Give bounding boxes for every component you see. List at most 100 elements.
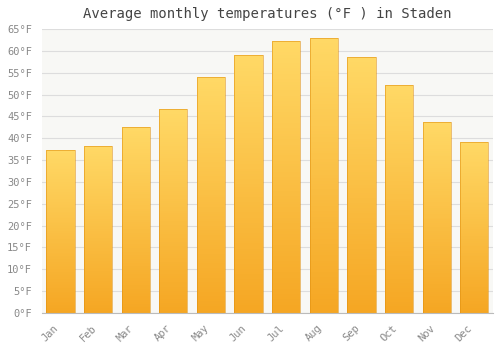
- Bar: [385, 165, 413, 167]
- Bar: [84, 193, 112, 194]
- Bar: [310, 288, 338, 291]
- Bar: [122, 131, 150, 133]
- Bar: [234, 305, 262, 308]
- Bar: [234, 61, 262, 63]
- Bar: [197, 139, 225, 141]
- Bar: [234, 107, 262, 110]
- Bar: [348, 300, 376, 303]
- Bar: [197, 160, 225, 162]
- Bar: [385, 105, 413, 108]
- Bar: [310, 159, 338, 162]
- Bar: [122, 177, 150, 179]
- Bar: [422, 176, 450, 177]
- Bar: [272, 196, 300, 199]
- Bar: [122, 289, 150, 290]
- Bar: [348, 188, 376, 190]
- Bar: [310, 112, 338, 115]
- Bar: [272, 93, 300, 96]
- Bar: [197, 112, 225, 115]
- Bar: [122, 179, 150, 181]
- Bar: [122, 168, 150, 170]
- Bar: [310, 178, 338, 181]
- Bar: [348, 93, 376, 96]
- Bar: [385, 306, 413, 308]
- Bar: [348, 113, 376, 116]
- Bar: [197, 77, 225, 79]
- Bar: [272, 120, 300, 123]
- Bar: [234, 308, 262, 310]
- Bar: [460, 222, 488, 224]
- Bar: [234, 176, 262, 179]
- Bar: [122, 298, 150, 300]
- Bar: [46, 149, 74, 151]
- Bar: [385, 304, 413, 306]
- Bar: [460, 275, 488, 277]
- Bar: [422, 309, 450, 311]
- Bar: [234, 81, 262, 84]
- Bar: [84, 301, 112, 303]
- Bar: [310, 272, 338, 274]
- Bar: [122, 153, 150, 155]
- Bar: [84, 146, 112, 147]
- Bar: [122, 211, 150, 212]
- Bar: [234, 210, 262, 212]
- Bar: [422, 311, 450, 313]
- Bar: [197, 264, 225, 266]
- Bar: [460, 306, 488, 308]
- Bar: [310, 79, 338, 82]
- Bar: [348, 70, 376, 72]
- Bar: [197, 266, 225, 268]
- Bar: [348, 252, 376, 254]
- Bar: [422, 248, 450, 250]
- Bar: [234, 130, 262, 133]
- Bar: [84, 295, 112, 296]
- Bar: [348, 126, 376, 129]
- Bar: [460, 154, 488, 155]
- Bar: [234, 71, 262, 73]
- Bar: [310, 101, 338, 104]
- Bar: [84, 278, 112, 280]
- Bar: [234, 125, 262, 127]
- Bar: [385, 270, 413, 272]
- Bar: [310, 41, 338, 43]
- Bar: [122, 265, 150, 266]
- Bar: [122, 246, 150, 248]
- Bar: [385, 238, 413, 240]
- Bar: [385, 258, 413, 260]
- Bar: [460, 308, 488, 310]
- Bar: [197, 292, 225, 294]
- Bar: [234, 207, 262, 210]
- Bar: [272, 71, 300, 74]
- Bar: [422, 281, 450, 282]
- Bar: [348, 285, 376, 287]
- Bar: [122, 194, 150, 196]
- Bar: [46, 288, 74, 290]
- Bar: [84, 179, 112, 181]
- Bar: [197, 82, 225, 84]
- Bar: [234, 150, 262, 153]
- Bar: [46, 271, 74, 272]
- Bar: [272, 297, 300, 299]
- Bar: [310, 49, 338, 51]
- Bar: [84, 204, 112, 206]
- Bar: [46, 199, 74, 200]
- Bar: [46, 197, 74, 199]
- Bar: [385, 217, 413, 219]
- Bar: [84, 296, 112, 298]
- Bar: [460, 251, 488, 253]
- Bar: [159, 132, 188, 134]
- Bar: [159, 252, 188, 254]
- Bar: [46, 182, 74, 184]
- Bar: [122, 252, 150, 253]
- Bar: [84, 223, 112, 224]
- Bar: [272, 49, 300, 52]
- Bar: [310, 148, 338, 150]
- Bar: [422, 128, 450, 130]
- Bar: [84, 254, 112, 256]
- Bar: [84, 261, 112, 263]
- Bar: [422, 273, 450, 275]
- Bar: [84, 162, 112, 164]
- Bar: [159, 111, 188, 113]
- Bar: [122, 138, 150, 140]
- Bar: [460, 260, 488, 262]
